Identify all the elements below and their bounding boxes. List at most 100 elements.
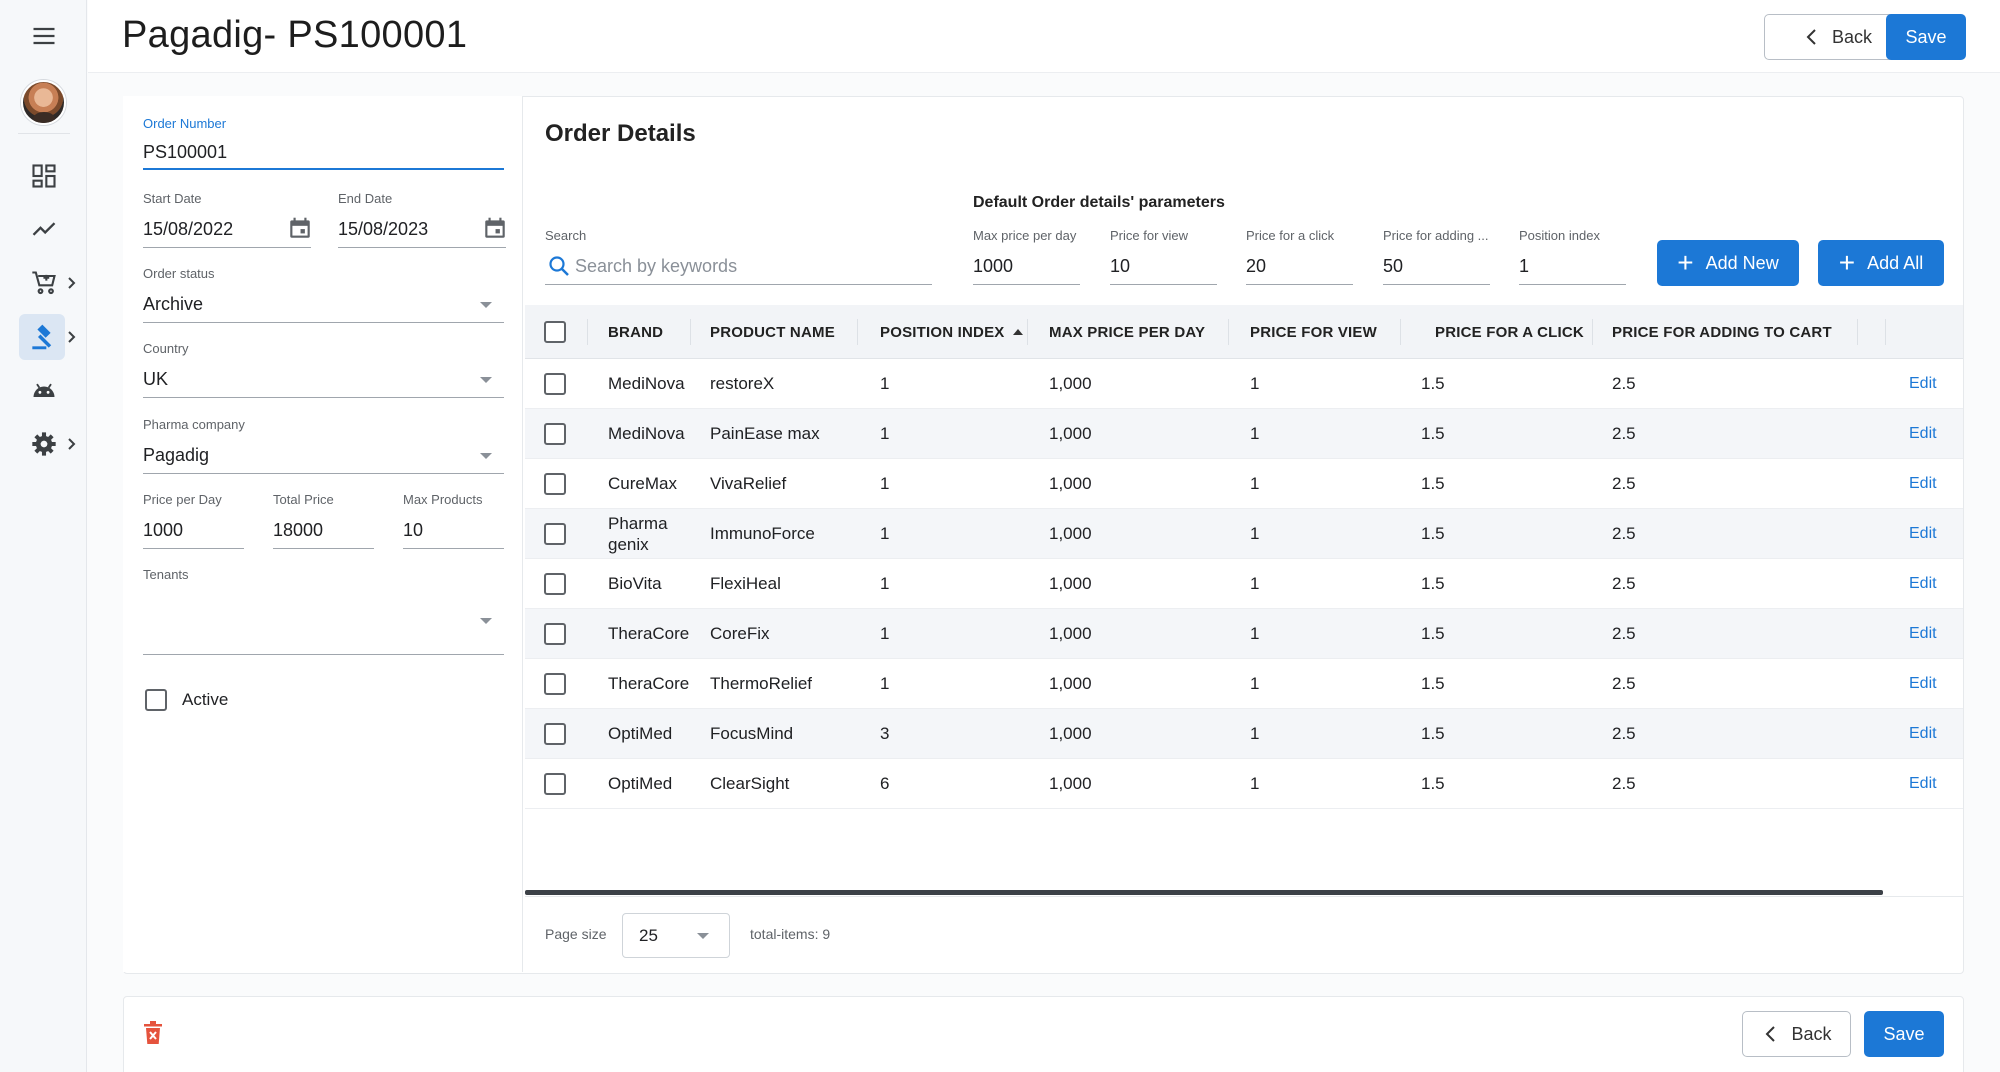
row-checkbox[interactable] — [544, 759, 566, 809]
table-row[interactable]: TheraCore CoreFix 1 1,000 1 1.5 2.5 Edit — [525, 609, 1963, 659]
edit-link[interactable]: Edit — [1909, 525, 1937, 542]
cell-price-for-cart: 2.5 — [1612, 624, 1636, 643]
column-header-price-for-adding-to-cart[interactable]: PRICE FOR ADDING TO CART — [1612, 323, 1832, 341]
pharma-company-select[interactable]: Pharma company Pagadig — [143, 417, 504, 474]
cell-product-name: FocusMind — [710, 724, 794, 743]
total-price-field[interactable]: Total Price 18000 — [273, 492, 374, 549]
cart-icon — [31, 271, 56, 295]
table-row[interactable]: CureMax VivaRelief 1 1,000 1 1.5 2.5 Edit — [525, 459, 1963, 509]
select-all-checkbox[interactable] — [544, 305, 566, 359]
country-select[interactable]: Country UK — [143, 341, 504, 398]
column-header-price-for-a-click[interactable]: PRICE FOR A CLICK — [1435, 323, 1584, 341]
save-button-bottom[interactable]: Save — [1864, 1011, 1944, 1057]
edit-link[interactable]: Edit — [1909, 375, 1937, 392]
sidebar-item-auction[interactable] — [0, 312, 87, 362]
max-products-field[interactable]: Max Products 10 — [403, 492, 504, 549]
page-header: Pagadig- PS100001 Back Save — [88, 0, 2000, 73]
active-checkbox[interactable]: Active — [145, 689, 228, 711]
cell-price-for-cart: 2.5 — [1612, 674, 1636, 693]
edit-link[interactable]: Edit — [1909, 675, 1937, 692]
settings-icon — [31, 432, 56, 456]
chevron-right-icon — [66, 327, 78, 347]
table-row[interactable]: MediNova restoreX 1 1,000 1 1.5 2.5 Edit — [525, 359, 1963, 409]
cell-max-price: 1,000 — [1049, 624, 1092, 643]
cell-position-index: 1 — [880, 674, 890, 693]
calendar-icon[interactable] — [482, 215, 508, 241]
row-checkbox[interactable] — [544, 509, 566, 559]
table-row[interactable]: BioVita FlexiHeal 1 1,000 1 1.5 2.5 Edit — [525, 559, 1963, 609]
order-number-value: PS100001 — [143, 142, 228, 162]
row-checkbox[interactable] — [544, 609, 566, 659]
cell-position-index: 3 — [880, 724, 890, 743]
cell-position-index: 1 — [880, 624, 890, 643]
edit-link[interactable]: Edit — [1909, 575, 1937, 592]
field-underline — [143, 548, 244, 549]
sidebar-item-dashboard[interactable] — [0, 151, 87, 201]
horizontal-scrollbar[interactable] — [525, 890, 1883, 895]
add-all-button[interactable]: + Add All — [1818, 240, 1944, 286]
save-button[interactable]: Save — [1886, 14, 1966, 60]
row-checkbox[interactable] — [544, 359, 566, 409]
end-date-field[interactable]: End Date 15/08/2023 — [338, 191, 508, 248]
back-button-bottom[interactable]: Back — [1742, 1011, 1851, 1057]
row-checkbox[interactable] — [544, 659, 566, 709]
start-date-label: Start Date — [143, 191, 202, 206]
field-underline — [545, 284, 932, 285]
field-underline — [143, 473, 504, 474]
table-row[interactable]: MediNova PainEase max 1 1,000 1 1.5 2.5 Edit — [525, 409, 1963, 459]
save-button-label: Save — [1883, 1023, 1925, 1044]
table-row[interactable]: OptiMed FocusMind 3 1,000 1 1.5 2.5 Edit — [525, 709, 1963, 759]
tenants-label: Tenants — [143, 567, 189, 582]
order-status-value: Archive — [143, 294, 204, 314]
edit-link[interactable]: Edit — [1909, 625, 1937, 642]
price-for-adding-field[interactable]: Price for adding ... 50 — [1383, 228, 1490, 285]
position-index-field[interactable]: Position index 1 — [1519, 228, 1626, 285]
table-row[interactable]: TheraCore ThermoRelief 1 1,000 1 1.5 2.5 Edit — [525, 659, 1963, 709]
edit-link[interactable]: Edit — [1909, 725, 1937, 742]
column-header-brand[interactable]: BRAND — [608, 323, 664, 341]
field-underline — [143, 168, 504, 170]
row-checkbox[interactable] — [544, 459, 566, 509]
add-new-button[interactable]: + Add New — [1657, 240, 1799, 286]
price-for-click-field[interactable]: Price for a click 20 — [1246, 228, 1353, 285]
sidebar-item-analytics[interactable] — [0, 204, 87, 254]
edit-link[interactable]: Edit — [1909, 475, 1937, 492]
order-number-field[interactable]: Order Number PS100001 — [143, 116, 504, 172]
price-for-view-field[interactable]: Price for view 10 — [1110, 228, 1217, 285]
max-price-per-day-field[interactable]: Max price per day 1000 — [973, 228, 1080, 285]
column-header-max-price[interactable]: MAX PRICE PER DAY — [1049, 323, 1206, 341]
page-size-select[interactable]: 25 — [622, 913, 730, 958]
table-row[interactable]: Pharma genix ImmunoForce 1 1,000 1 1.5 2.5 Edit — [525, 509, 1963, 559]
edit-link[interactable]: Edit — [1909, 425, 1937, 442]
pharma-company-label: Pharma company — [143, 417, 245, 432]
delete-icon[interactable] — [141, 1020, 165, 1046]
column-header-price-for-view[interactable]: PRICE FOR VIEW — [1250, 323, 1377, 341]
menu-button[interactable] — [0, 11, 87, 61]
plus-icon: + — [1677, 247, 1694, 278]
row-checkbox[interactable] — [544, 559, 566, 609]
analytics-icon — [32, 222, 55, 236]
calendar-icon[interactable] — [287, 215, 313, 241]
order-status-select[interactable]: Order status Archive — [143, 266, 504, 323]
avatar[interactable] — [21, 80, 66, 125]
column-header-product-name[interactable]: PRODUCT NAME — [710, 323, 835, 341]
cell-price-for-click: 1.5 — [1421, 374, 1445, 393]
edit-link[interactable]: Edit — [1909, 775, 1937, 792]
cell-max-price: 1,000 — [1049, 524, 1092, 543]
row-checkbox[interactable] — [544, 409, 566, 459]
cell-brand: MediNova — [608, 424, 685, 443]
price-per-day-field[interactable]: Price per Day 1000 — [143, 492, 244, 549]
tenants-select[interactable]: Tenants — [143, 567, 504, 655]
table-row[interactable]: OptiMed ClearSight 6 1,000 1 1.5 2.5 Edit — [525, 759, 1963, 809]
column-header-position-index[interactable]: POSITION INDEX — [880, 305, 1023, 359]
start-date-field[interactable]: Start Date 15/08/2022 — [143, 191, 313, 248]
checkbox[interactable] — [145, 689, 167, 711]
search-field[interactable]: Search Search by keywords — [545, 228, 932, 285]
total-items: total-items: 9 — [750, 926, 831, 942]
cell-price-for-view: 1 — [1250, 724, 1260, 743]
sidebar-item-cart[interactable] — [0, 258, 87, 308]
row-checkbox[interactable] — [544, 709, 566, 759]
back-button[interactable]: Back — [1764, 14, 1910, 60]
sidebar-item-android[interactable] — [0, 365, 87, 415]
sidebar-item-settings[interactable] — [0, 419, 87, 469]
